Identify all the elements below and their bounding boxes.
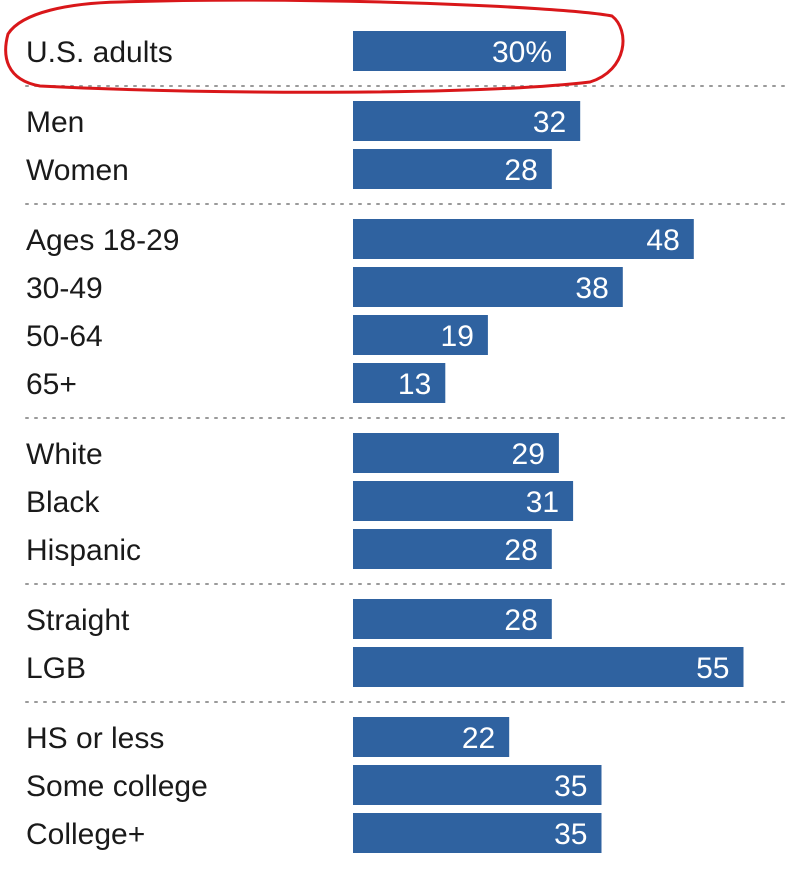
category-label: Women	[26, 154, 129, 187]
bar-row-65: 65+ 13	[26, 363, 446, 403]
category-label: 65+	[26, 368, 77, 401]
category-label: Ages 18-29	[26, 224, 179, 257]
bar-row-ages-18-29: Ages 18-29 48	[26, 219, 694, 259]
value-label: 29	[512, 438, 545, 471]
value-label: 28	[504, 154, 537, 187]
bar	[353, 599, 552, 639]
category-label: Some college	[26, 770, 208, 803]
bar	[353, 363, 446, 403]
value-label: 19	[441, 320, 474, 353]
bar	[353, 219, 694, 259]
bar	[353, 765, 602, 805]
value-label: 31	[526, 486, 559, 519]
bar-row-hispanic: Hispanic 28	[26, 529, 552, 569]
bar	[353, 433, 559, 473]
category-label: U.S. adults	[26, 36, 173, 69]
bar-row-men: Men 32	[26, 101, 581, 141]
category-label: White	[26, 438, 103, 471]
category-label: Hispanic	[26, 534, 141, 567]
value-label: 32	[533, 106, 566, 139]
value-label: 28	[504, 604, 537, 637]
bar	[353, 101, 581, 141]
category-label: Men	[26, 106, 84, 139]
value-label: 48	[646, 224, 679, 257]
bar-row-50-64: 50-64 19	[26, 315, 488, 355]
value-label: 35	[554, 770, 587, 803]
bar	[353, 529, 552, 569]
bar-row-lgb: LGB 55	[26, 647, 744, 687]
category-label: 50-64	[26, 320, 103, 353]
bar-row-black: Black 31	[26, 481, 574, 521]
value-label: 38	[575, 272, 608, 305]
bar-row-college: College+ 35	[26, 813, 602, 853]
bar-row-hs-or-less: HS or less 22	[26, 717, 510, 757]
bar	[353, 717, 510, 757]
category-label: Straight	[26, 604, 130, 637]
category-label: College+	[26, 818, 145, 851]
group-separators	[25, 85, 785, 703]
value-label: 55	[696, 652, 729, 685]
value-label: 28	[504, 534, 537, 567]
value-label: 30%	[492, 36, 552, 69]
bar	[353, 267, 623, 307]
bar	[353, 149, 552, 189]
bar-row-u-s-adults: U.S. adults 30%	[26, 31, 566, 71]
category-label: LGB	[26, 652, 86, 685]
bar	[353, 813, 602, 853]
bar	[353, 315, 488, 355]
highlight-ellipse	[4, 0, 625, 94]
category-label: HS or less	[26, 722, 164, 755]
bar	[353, 647, 744, 687]
bar-row-30-49: 30-49 38	[26, 267, 623, 307]
bar	[353, 31, 566, 71]
bar-row-women: Women 28	[26, 149, 552, 189]
chart-rows: U.S. adults 30% Men 32 Women 28 Ages 18-29 48 30…	[26, 31, 744, 853]
bar-row-straight: Straight 28	[26, 599, 552, 639]
bar-row-white: White 29	[26, 433, 559, 473]
value-label: 35	[554, 818, 587, 851]
category-label: 30-49	[26, 272, 103, 305]
bar-row-some-college: Some college 35	[26, 765, 602, 805]
bar	[353, 481, 574, 521]
value-label: 22	[462, 722, 495, 755]
value-label: 13	[398, 368, 431, 401]
category-label: Black	[26, 486, 100, 519]
